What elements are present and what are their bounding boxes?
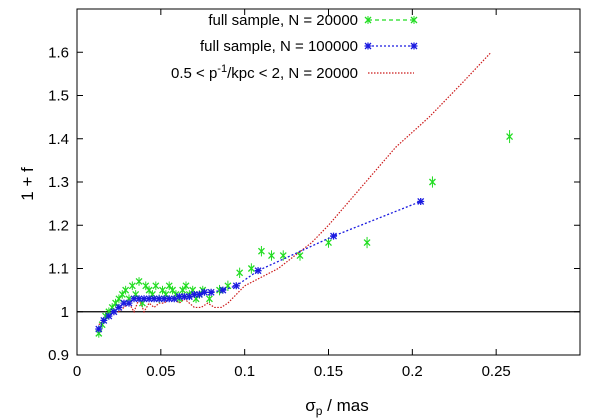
y-tick-label: 1.3	[48, 174, 69, 191]
green-point	[247, 265, 255, 272]
blue-point	[155, 295, 163, 303]
y-axis-label: 1 + f	[18, 167, 37, 201]
blue-point	[150, 295, 158, 303]
blue-point	[195, 290, 203, 298]
blue-point	[95, 325, 103, 333]
blue-point	[180, 293, 188, 301]
blue-point	[207, 288, 215, 296]
x-axis-label: σp / mas	[305, 396, 368, 418]
green-point	[325, 239, 332, 247]
blue-point	[254, 267, 262, 275]
blue-point	[145, 295, 153, 303]
x-axis-label-sigma: σ	[305, 396, 316, 415]
x-axis-label-unit: / mas	[322, 396, 368, 415]
green-point	[145, 286, 153, 294]
blue-point	[190, 290, 198, 298]
green-point	[506, 133, 514, 141]
x-tick-label: 0.1	[234, 363, 255, 380]
green-point	[179, 286, 187, 294]
y-tick-label: 1.6	[48, 44, 69, 61]
series-red-line	[98, 51, 492, 326]
green-point	[182, 282, 190, 290]
y-tick-label: 1	[61, 304, 69, 321]
x-tick-label: 0.25	[482, 363, 511, 380]
blue-point	[120, 299, 128, 307]
plot-area	[77, 51, 580, 338]
y-tick-label: 1.5	[48, 88, 69, 105]
green-point	[112, 299, 120, 307]
legend-label-part: /kpc < 2, N = 20000	[227, 65, 358, 82]
green-point	[296, 252, 304, 259]
blue-point	[200, 288, 208, 296]
green-point	[268, 252, 275, 259]
green-point	[159, 286, 166, 294]
green-point	[142, 282, 150, 290]
legend-label-3: 0.5 < p-1/kpc < 2, N = 20000	[171, 63, 358, 82]
y-tick-label: 0.9	[48, 347, 69, 364]
legend-label-2: full sample, N = 100000	[200, 38, 358, 55]
legend-swatch-marker	[364, 42, 372, 50]
green-point	[128, 282, 136, 290]
green-point	[122, 286, 130, 294]
blue-point	[219, 286, 227, 294]
y-tick-label: 1.4	[48, 131, 69, 148]
y-tick-label: 1.2	[48, 217, 69, 234]
blue-point	[100, 316, 108, 324]
legend-label-superscript: -1	[217, 63, 227, 75]
green-point	[363, 239, 371, 247]
blue-point	[170, 295, 178, 303]
blue-point	[160, 295, 168, 303]
x-axis-label-subscript: p	[316, 404, 323, 418]
blue-point	[232, 282, 240, 290]
y-tick-label: 1.1	[48, 261, 69, 278]
blue-point	[165, 295, 173, 303]
blue-point	[175, 293, 183, 301]
x-tick-label: 0.2	[402, 363, 423, 380]
green-point	[165, 282, 173, 290]
blue-point	[125, 299, 133, 307]
blue-point	[135, 295, 143, 303]
blue-point	[105, 312, 113, 320]
blue-point	[140, 295, 148, 303]
green-point	[135, 278, 143, 285]
blue-point	[110, 308, 118, 316]
green-point	[257, 247, 265, 255]
blue-point	[330, 232, 338, 240]
green-point	[118, 290, 126, 298]
legend-swatch-marker	[410, 42, 418, 50]
legend: full sample, N = 20000 full sample, N = 1…	[171, 12, 418, 82]
green-point	[205, 295, 213, 303]
x-tick-label: 0.05	[146, 363, 175, 380]
legend-label-1: full sample, N = 20000	[208, 12, 358, 29]
green-point	[236, 269, 244, 277]
blue-point	[185, 293, 193, 301]
blue-point	[130, 295, 138, 303]
green-point	[169, 286, 177, 294]
blue-point	[417, 197, 425, 205]
legend-label-part: 0.5 < p	[171, 65, 217, 82]
axes-layer: 0 0.05 0.1 0.15 0.2 0.25 0.9 1 1.1 1.2 1.3 1.4 1.5 1.…	[48, 8, 581, 380]
green-point	[428, 178, 436, 186]
x-tick-label: 0.15	[314, 363, 343, 380]
green-point	[152, 282, 160, 290]
blue-point	[115, 303, 123, 311]
x-tick-label: 0	[73, 363, 81, 380]
